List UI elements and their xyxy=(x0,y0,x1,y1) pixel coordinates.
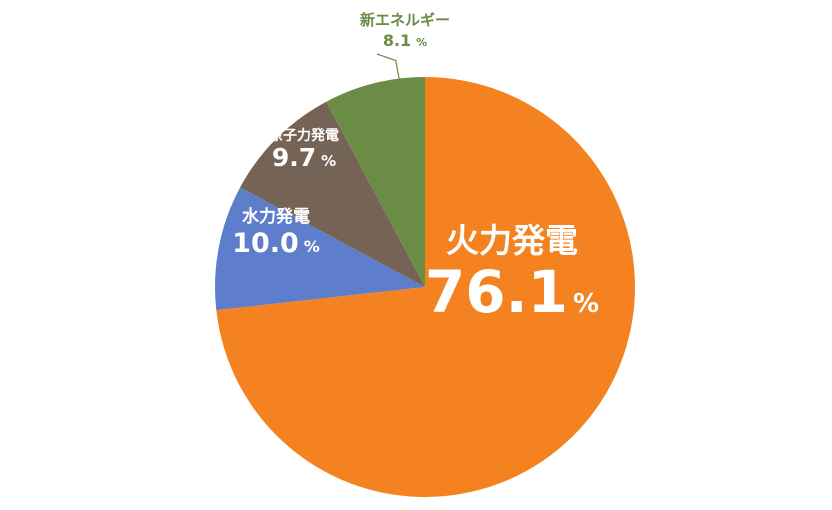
leader-line-3 xyxy=(376,53,401,83)
slice-value-unit-3: % xyxy=(416,36,427,49)
slice-label-value-0: 76.1% xyxy=(425,258,599,326)
leader-lines xyxy=(376,53,401,83)
slice-3 xyxy=(326,77,425,287)
slice-value-unit-2: % xyxy=(321,152,336,170)
slice-value-unit-1: % xyxy=(304,237,320,256)
slice-label-name-0: 火力発電 xyxy=(446,221,578,260)
slice-2 xyxy=(240,101,425,287)
slice-value-number-0: 76.1 xyxy=(425,258,568,326)
pie-slices xyxy=(215,77,636,497)
slice-label-value-2: 9.7% xyxy=(272,143,336,172)
slice-0 xyxy=(216,77,636,497)
slice-1 xyxy=(215,187,425,311)
slice-value-unit-0: % xyxy=(573,289,599,319)
slice-label-value-3: 8.1% xyxy=(383,31,427,50)
slice-label-name-1: 水力発電 xyxy=(242,206,310,227)
slice-label-value-1: 10.0% xyxy=(232,228,320,259)
slice-value-number-1: 10.0 xyxy=(232,228,299,259)
slice-value-number-3: 8.1 xyxy=(383,31,411,50)
slice-label-name-3: 新エネルギー xyxy=(360,11,450,29)
slice-label-name-2: 原子力発電 xyxy=(269,127,339,144)
slice-value-number-2: 9.7 xyxy=(272,143,316,172)
